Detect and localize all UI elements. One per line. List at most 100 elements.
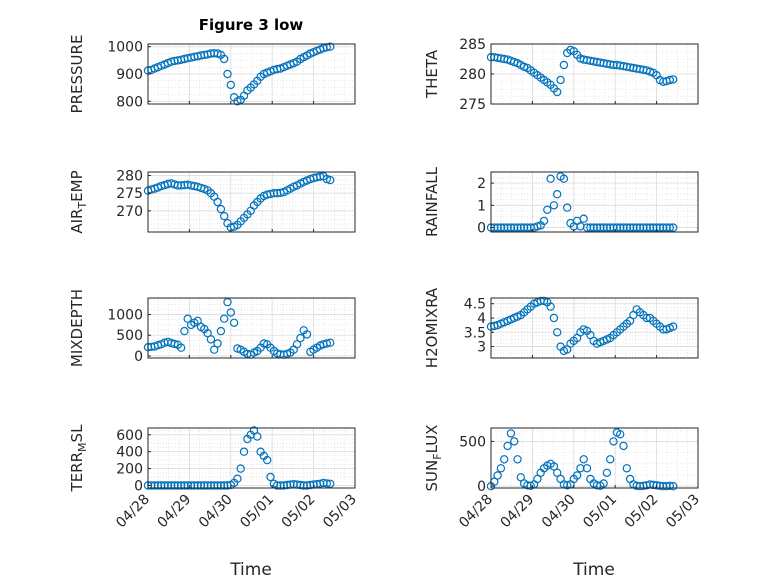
axes-box bbox=[490, 297, 699, 359]
data-point bbox=[263, 455, 272, 465]
data-point bbox=[665, 75, 675, 85]
data-point bbox=[513, 223, 522, 232]
subplot-sun-flux: 0 500 04/28 04/29 04/30 05/01 05/02 05/03 SUNFLU… bbox=[423, 425, 703, 532]
data-point bbox=[223, 69, 232, 79]
y-tick-label: 285 bbox=[459, 37, 486, 53]
y-tick-label: 0 bbox=[134, 478, 143, 494]
data-point bbox=[553, 87, 562, 97]
x-tick-label: 04/28 bbox=[113, 491, 153, 531]
y-axis-label: PRESSURE bbox=[68, 35, 86, 114]
data-point bbox=[213, 197, 222, 207]
x-tick-label: 05/02 bbox=[279, 491, 319, 531]
data-point bbox=[219, 211, 229, 221]
data-point bbox=[616, 223, 625, 232]
data-point bbox=[259, 339, 269, 348]
x-axis-label-right: Time bbox=[572, 560, 615, 580]
data-point bbox=[506, 429, 516, 438]
x-tick-label: 04/29 bbox=[497, 491, 537, 531]
y-tick-label: 4 bbox=[477, 311, 486, 327]
data-point bbox=[669, 322, 678, 331]
data-point bbox=[553, 468, 562, 477]
data-point bbox=[619, 441, 628, 451]
y-axis-label: SUNFLUX bbox=[423, 425, 444, 492]
y-tick-label: 280 bbox=[116, 169, 143, 185]
data-point bbox=[170, 339, 179, 349]
data-point bbox=[292, 340, 302, 349]
y-tick-label: 3.5 bbox=[464, 325, 486, 341]
y-tick-label: 3 bbox=[477, 340, 486, 356]
data-point bbox=[546, 174, 555, 183]
data-point bbox=[642, 223, 651, 232]
data-point bbox=[226, 80, 235, 90]
axes-box bbox=[490, 427, 699, 489]
data-point bbox=[556, 75, 565, 85]
axes-box bbox=[490, 171, 699, 233]
data-point bbox=[322, 174, 331, 184]
y-tick-label: 500 bbox=[459, 434, 486, 450]
data-point bbox=[206, 335, 216, 344]
y-tick-label: 4.5 bbox=[464, 297, 486, 313]
y-tick-label: 275 bbox=[459, 97, 486, 113]
data-point bbox=[183, 314, 192, 323]
y-tick-label: 800 bbox=[116, 94, 143, 110]
data-point bbox=[563, 481, 572, 490]
data-point bbox=[553, 189, 562, 199]
data-point bbox=[496, 464, 506, 473]
x-tick-label: 05/02 bbox=[622, 491, 662, 531]
subplot-theta: 275 280 285 THETA bbox=[423, 37, 699, 113]
y-tick-label: 2 bbox=[477, 176, 486, 192]
data-point bbox=[266, 472, 275, 482]
y-tick-label: 280 bbox=[459, 67, 486, 83]
y-tick-label: 270 bbox=[116, 204, 143, 220]
x-tick-label: 05/01 bbox=[580, 491, 620, 531]
data-point bbox=[589, 223, 598, 232]
data-point bbox=[193, 316, 202, 325]
y-tick-label: 1000 bbox=[107, 40, 143, 56]
data-point bbox=[606, 455, 615, 464]
data-point bbox=[219, 54, 229, 64]
data-point bbox=[602, 223, 612, 232]
axes-box bbox=[147, 427, 356, 489]
data-point bbox=[559, 60, 569, 70]
subplot-mixdepth: 0 500 1000 MIXDEPTH bbox=[68, 289, 356, 367]
data-point bbox=[629, 223, 638, 232]
data-point bbox=[493, 471, 502, 480]
data-point bbox=[500, 455, 509, 464]
data-point bbox=[296, 333, 305, 343]
y-axis-label: TERRMSL bbox=[68, 424, 89, 493]
data-point bbox=[322, 479, 331, 488]
data-point bbox=[616, 430, 625, 439]
data-point bbox=[322, 339, 331, 348]
data-point bbox=[326, 479, 335, 488]
data-point bbox=[510, 437, 519, 446]
data-point bbox=[503, 441, 512, 451]
data-point bbox=[665, 223, 675, 232]
data-point bbox=[213, 339, 222, 348]
y-tick-label: 1000 bbox=[107, 308, 143, 324]
axes-box bbox=[147, 171, 356, 233]
y-tick-label: 1 bbox=[477, 198, 486, 214]
y-axis-label: THETA bbox=[423, 49, 441, 99]
data-point bbox=[216, 204, 226, 214]
data-point bbox=[513, 455, 522, 464]
data-point bbox=[233, 474, 242, 483]
data-point bbox=[209, 345, 219, 354]
data-point bbox=[579, 455, 588, 464]
data-point bbox=[326, 338, 335, 347]
y-axis-label: RAINFALL bbox=[423, 166, 441, 237]
data-point bbox=[572, 471, 582, 480]
x-tick-label: 04/30 bbox=[539, 491, 579, 531]
data-point bbox=[326, 175, 335, 185]
data-point bbox=[563, 203, 572, 212]
data-point bbox=[302, 330, 312, 339]
data-point bbox=[639, 223, 648, 232]
data-point bbox=[592, 223, 602, 232]
subplot-pressure: 800 900 1000 PRESSURE bbox=[68, 35, 356, 114]
y-tick-label: 0 bbox=[134, 349, 143, 365]
data-point bbox=[602, 468, 612, 477]
data-point bbox=[203, 329, 212, 338]
data-point bbox=[579, 214, 588, 223]
